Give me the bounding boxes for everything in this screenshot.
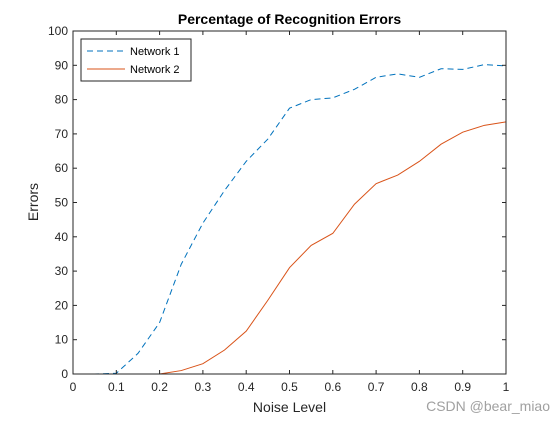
legend: Network 1 Network 2	[80, 38, 192, 82]
legend-label-2: Network 2	[130, 64, 180, 76]
x-tick-label: 0	[70, 380, 77, 394]
legend-box	[80, 38, 192, 82]
x-tick-label: 0.1	[108, 380, 125, 394]
y-tick-label: 0	[61, 367, 68, 381]
y-tick-label: 100	[48, 24, 68, 38]
chart-title: Percentage of Recognition Errors	[178, 11, 401, 27]
y-tick-label: 40	[55, 230, 69, 244]
x-tick-label: 0.2	[151, 380, 168, 394]
y-tick-label: 10	[55, 333, 69, 347]
y-tick-label: 90	[55, 58, 69, 72]
watermark: CSDN @bear_miao	[426, 398, 550, 414]
y-tick-label: 80	[55, 93, 69, 107]
x-tick-label: 1	[503, 380, 510, 394]
x-tick-label: 0.8	[411, 380, 428, 394]
y-tick-label: 30	[55, 264, 69, 278]
x-tick-label: 0.4	[238, 380, 255, 394]
plot-area	[73, 31, 506, 374]
x-tick-label: 0.5	[281, 380, 298, 394]
y-tick-label: 20	[55, 298, 69, 312]
x-tick-label: 0.6	[324, 380, 341, 394]
y-axis-label: Errors	[25, 183, 41, 221]
legend-label-1: Network 1	[130, 46, 180, 58]
axes-layer: 0 0.1 0.2 0.3 0.4 0.5 0.6 0.7 0.8 0.9 101020304050…	[48, 24, 510, 394]
series-line-1	[73, 64, 507, 375]
x-tick-label: 0.9	[454, 380, 471, 394]
y-tick-label: 60	[55, 161, 69, 175]
y-tick-label: 70	[55, 127, 69, 141]
y-tick-label: 50	[55, 196, 69, 210]
x-tick-label: 0.7	[368, 380, 385, 394]
x-axis-label: Noise Level	[253, 399, 326, 415]
x-tick-label: 0.3	[195, 380, 212, 394]
